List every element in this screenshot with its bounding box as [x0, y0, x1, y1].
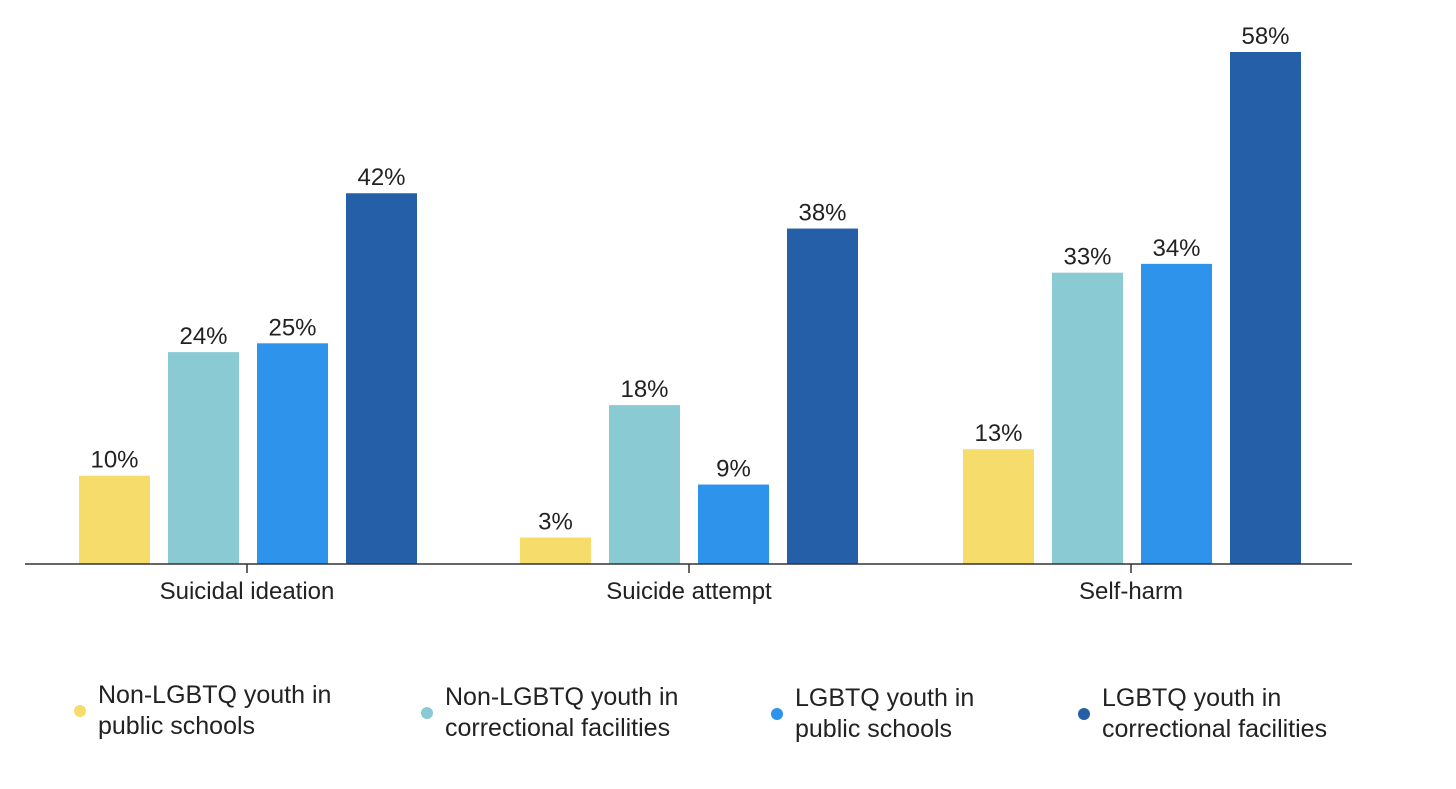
data-label-suicide-attempt-series-2: 18% — [620, 376, 668, 403]
category-labels: Suicidal ideation Suicide attempt Self-har… — [160, 578, 1183, 605]
data-label-suicidal-ideation-series-1: 10% — [90, 447, 138, 474]
bar-suicide-attempt-series-2 — [609, 405, 680, 564]
bar-self-harm-series-3 — [1141, 263, 1212, 564]
data-label-suicidal-ideation-series-2: 24% — [179, 323, 227, 350]
data-label-suicide-attempt-series-3: 9% — [716, 456, 751, 483]
data-label-self-harm-series-1: 13% — [974, 420, 1022, 447]
data-label-self-harm-series-4: 58% — [1241, 23, 1289, 50]
bar-suicidal-ideation-series-4 — [346, 193, 417, 564]
category-label-self-harm: Self-harm — [1079, 578, 1183, 605]
data-label-suicidal-ideation-series-4: 42% — [357, 164, 405, 191]
data-label-self-harm-series-2: 33% — [1063, 244, 1111, 271]
data-label-suicide-attempt-series-1: 3% — [538, 509, 573, 536]
bar-suicide-attempt-series-1 — [520, 537, 591, 564]
bar-suicide-attempt-series-3 — [698, 484, 769, 564]
bar-suicidal-ideation-series-1 — [79, 475, 150, 564]
bar-suicide-attempt-series-4 — [787, 228, 858, 564]
bar-suicidal-ideation-series-2 — [168, 352, 239, 564]
data-label-suicide-attempt-series-4: 38% — [798, 200, 846, 227]
data-label-suicidal-ideation-series-3: 25% — [268, 314, 316, 341]
category-label-suicidal-ideation: Suicidal ideation — [160, 578, 335, 605]
bar-suicidal-ideation-series-3 — [257, 343, 328, 564]
data-labels-layer: 10% 24% 25% 42% 3% 18% 9% 38% 13% 33% 34% 58% — [90, 23, 1289, 536]
data-label-self-harm-series-3: 34% — [1152, 235, 1200, 262]
bars-layer — [79, 52, 1301, 564]
x-axis-ticks — [246, 564, 1132, 573]
bar-self-harm-series-2 — [1052, 272, 1123, 564]
bar-self-harm-series-1 — [963, 449, 1034, 564]
category-label-suicide-attempt: Suicide attempt — [606, 578, 772, 605]
bar-self-harm-series-4 — [1230, 52, 1301, 564]
